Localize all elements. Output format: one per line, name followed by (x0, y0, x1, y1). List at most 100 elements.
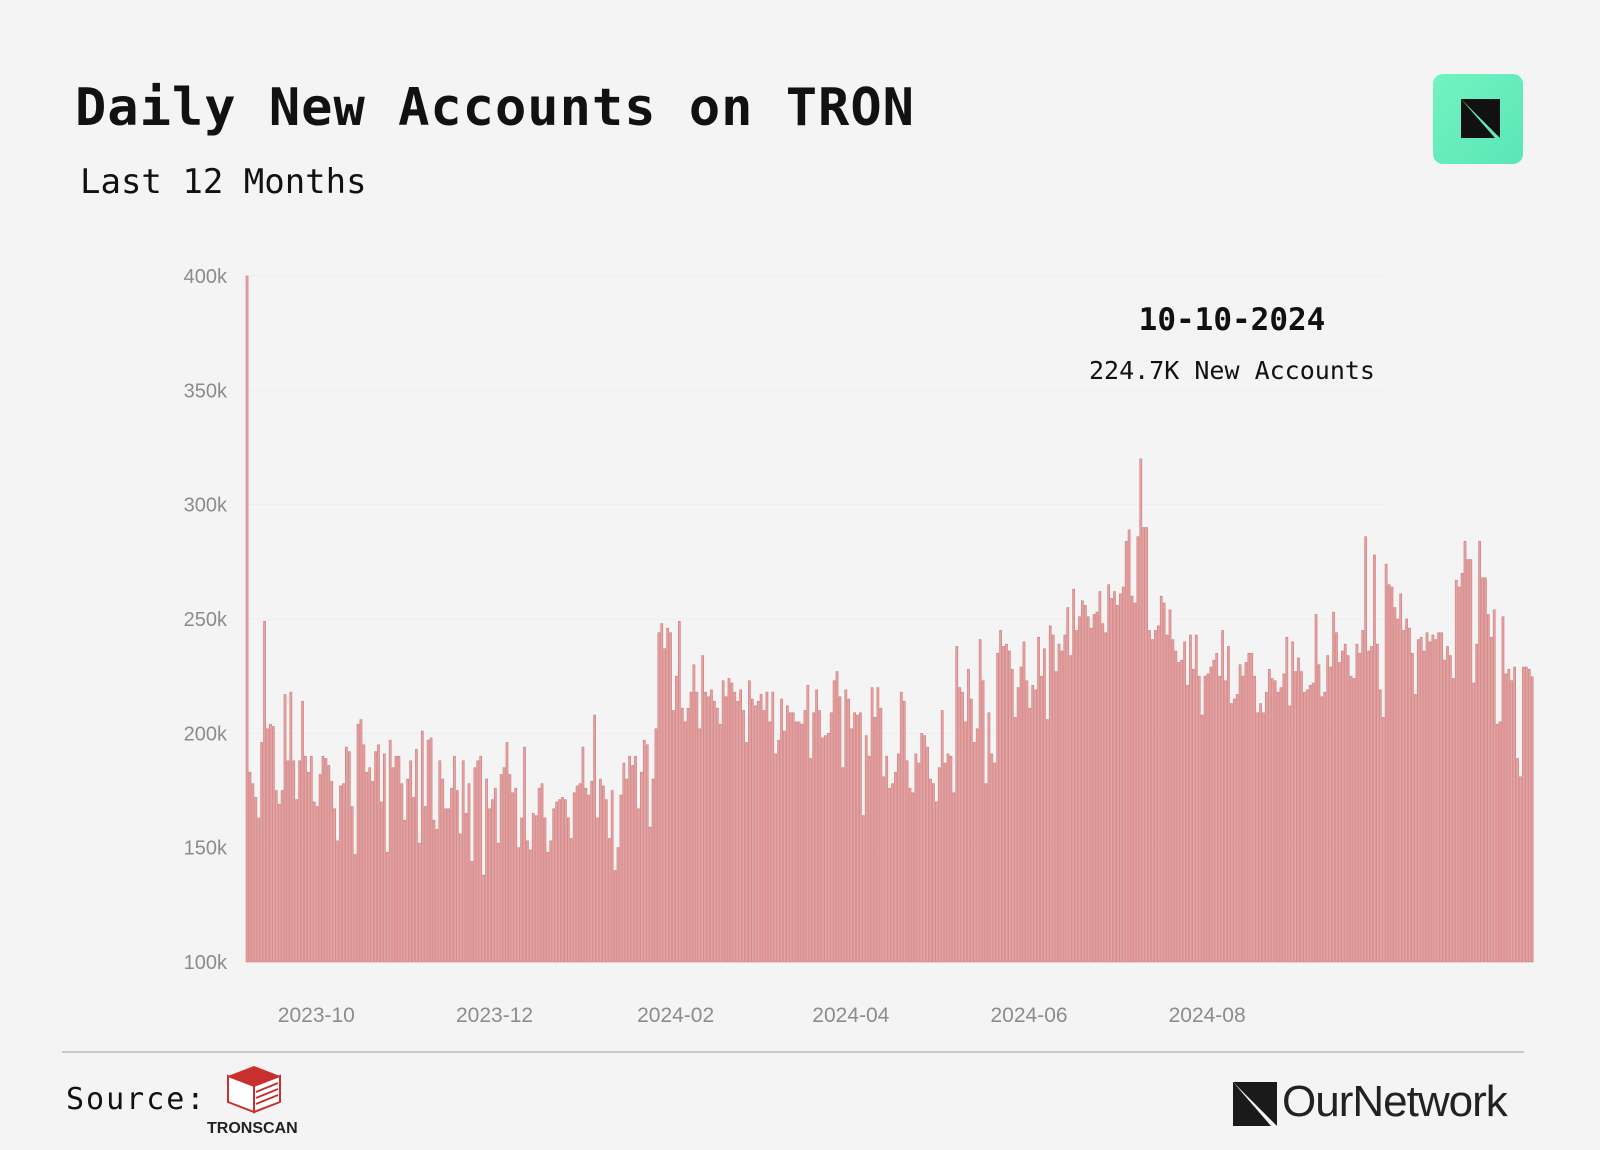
ournetwork-brand: OurNetwork (1282, 1077, 1508, 1126)
bar (1104, 632, 1108, 963)
bar (464, 813, 468, 963)
bar (1387, 584, 1391, 963)
bar (987, 712, 991, 963)
bar (637, 808, 640, 963)
bar (1066, 607, 1070, 963)
bar (1180, 659, 1184, 963)
bar (1478, 540, 1481, 963)
bar (955, 646, 959, 963)
bar (829, 712, 833, 963)
bar (248, 771, 252, 963)
bar (1285, 636, 1289, 963)
bar (613, 870, 617, 963)
bar (762, 710, 766, 963)
bar (1440, 632, 1443, 963)
bar (619, 794, 623, 963)
bar (292, 760, 296, 963)
bar (555, 801, 558, 963)
bar (1028, 707, 1032, 963)
bar (1457, 586, 1461, 963)
bar (283, 694, 287, 963)
bar (1154, 630, 1157, 963)
bar (981, 680, 985, 963)
bar (1419, 636, 1423, 963)
x-axis: 2023-10 2023-12 2024-02 2024-04 2024-06 2024-… (278, 1004, 1246, 1027)
bar (616, 847, 620, 963)
bar (1121, 586, 1125, 963)
bar (812, 712, 816, 963)
bar (1405, 618, 1408, 963)
bar (517, 847, 521, 963)
bar (1136, 536, 1140, 963)
bar (599, 778, 602, 963)
bar (277, 803, 281, 963)
bar (289, 691, 293, 963)
bar (1016, 687, 1020, 963)
bar (374, 751, 377, 963)
bar (1101, 623, 1105, 963)
bar (365, 771, 369, 963)
bar (444, 808, 448, 963)
bar (1206, 673, 1210, 963)
bar (1148, 630, 1151, 963)
bar (473, 767, 477, 963)
bar (1060, 650, 1064, 963)
bar (1209, 666, 1213, 963)
y-tick-label: 300k (184, 495, 228, 517)
bar (1376, 643, 1379, 963)
bar (423, 806, 427, 963)
bar (382, 753, 386, 963)
bar (639, 771, 643, 963)
bar (745, 742, 748, 963)
bar (1317, 664, 1321, 963)
bar (1416, 639, 1420, 963)
bar (663, 648, 667, 963)
bar (1045, 719, 1049, 963)
bar (1171, 639, 1175, 963)
bar (1267, 669, 1271, 963)
bar (958, 687, 962, 963)
bar (1282, 673, 1286, 963)
bar (458, 833, 462, 963)
bar (1107, 584, 1111, 963)
bar (245, 275, 249, 963)
bar (1165, 634, 1169, 963)
bar (339, 785, 342, 963)
bar (803, 710, 807, 963)
bar (1530, 676, 1534, 963)
bar (859, 712, 862, 963)
bar (479, 755, 483, 963)
bar (1019, 666, 1023, 963)
bar (543, 817, 547, 963)
bar (1326, 655, 1330, 963)
bar (911, 792, 915, 963)
bar (727, 678, 731, 963)
bar (967, 669, 970, 963)
bar (651, 778, 655, 963)
bar (1227, 646, 1230, 963)
bar (1373, 554, 1376, 963)
bar (683, 721, 687, 963)
bar (260, 742, 264, 963)
bar (1358, 652, 1362, 963)
bar (984, 783, 988, 963)
bar (1118, 593, 1122, 963)
bar (575, 785, 579, 963)
bar (344, 746, 348, 963)
bar (1133, 602, 1137, 963)
bar (1428, 641, 1432, 963)
bar (934, 801, 938, 963)
bar (1159, 595, 1163, 963)
bar (1279, 687, 1283, 963)
bar (841, 767, 845, 963)
bar (391, 767, 395, 963)
bar (739, 689, 742, 963)
bar (710, 689, 713, 963)
bar (1524, 666, 1528, 963)
x-tick-label: 2023-12 (456, 1004, 533, 1027)
bar (429, 737, 433, 963)
bar (1262, 712, 1265, 963)
bar (307, 771, 310, 963)
bar (1063, 634, 1067, 963)
x-tick-label: 2024-02 (637, 1004, 714, 1027)
